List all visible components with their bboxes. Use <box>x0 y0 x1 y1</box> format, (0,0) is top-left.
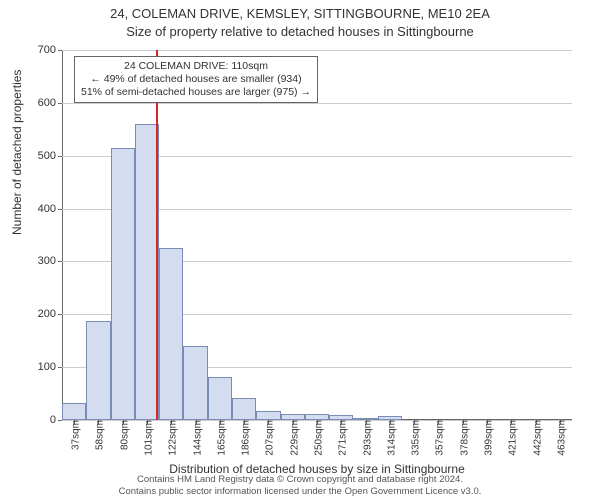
histogram-bar <box>256 411 280 421</box>
chart-subtitle: Size of property relative to detached ho… <box>0 22 600 40</box>
y-tick-label: 400 <box>38 203 56 215</box>
histogram-bar <box>111 148 135 420</box>
y-tick-mark <box>58 420 62 421</box>
y-tick-mark <box>58 209 62 210</box>
x-tick-label: 442sqm <box>528 420 543 456</box>
x-tick-label: 122sqm <box>164 420 179 456</box>
annotation-line3: 51% of semi-detached houses are larger (… <box>81 86 311 99</box>
y-tick-mark <box>58 261 62 262</box>
x-tick-label: 250sqm <box>310 420 325 456</box>
x-tick-label: 58sqm <box>91 420 106 450</box>
histogram-bar <box>183 346 207 420</box>
x-tick-label: 314sqm <box>382 420 397 456</box>
y-tick-label: 500 <box>38 150 56 162</box>
y-tick-mark <box>58 50 62 51</box>
reference-line <box>156 50 158 420</box>
y-axis-title: Number of detached properties <box>10 70 24 235</box>
chart-container: 24, COLEMAN DRIVE, KEMSLEY, SITTINGBOURN… <box>0 0 600 500</box>
x-tick-label: 421sqm <box>504 420 519 456</box>
x-tick-label: 101sqm <box>140 420 155 456</box>
histogram-bar <box>208 377 232 420</box>
x-tick-label: 271sqm <box>334 420 349 456</box>
y-axis-line <box>62 50 63 420</box>
footer: Contains HM Land Registry data © Crown c… <box>0 474 600 497</box>
plot-region: 010020030040050060070037sqm58sqm80sqm101… <box>62 50 572 420</box>
y-tick-label: 600 <box>38 97 56 109</box>
x-tick-label: 463sqm <box>552 420 567 456</box>
y-tick-label: 700 <box>38 44 56 56</box>
histogram-bar <box>86 321 110 420</box>
y-tick-mark <box>58 367 62 368</box>
x-tick-label: 207sqm <box>261 420 276 456</box>
x-tick-label: 80sqm <box>115 420 130 450</box>
x-tick-label: 165sqm <box>212 420 227 456</box>
plot-inner: 010020030040050060070037sqm58sqm80sqm101… <box>62 50 572 420</box>
x-tick-label: 357sqm <box>431 420 446 456</box>
footer-line2: Contains public sector information licen… <box>0 486 600 497</box>
chart-title: 24, COLEMAN DRIVE, KEMSLEY, SITTINGBOURN… <box>0 0 600 22</box>
histogram-bar <box>62 403 86 420</box>
footer-line1: Contains HM Land Registry data © Crown c… <box>0 474 600 485</box>
x-tick-label: 293sqm <box>358 420 373 456</box>
x-tick-label: 186sqm <box>237 420 252 456</box>
y-tick-label: 100 <box>38 361 56 373</box>
x-tick-label: 144sqm <box>188 420 203 456</box>
y-tick-mark <box>58 314 62 315</box>
y-tick-label: 300 <box>38 255 56 267</box>
histogram-bar <box>232 398 256 420</box>
y-tick-mark <box>58 156 62 157</box>
x-tick-label: 229sqm <box>285 420 300 456</box>
x-tick-label: 37sqm <box>67 420 82 450</box>
annotation-line2: ← 49% of detached houses are smaller (93… <box>81 73 311 86</box>
x-tick-label: 378sqm <box>455 420 470 456</box>
histogram-bar <box>159 248 183 420</box>
y-tick-mark <box>58 103 62 104</box>
annotation-line1: 24 COLEMAN DRIVE: 110sqm <box>81 60 311 73</box>
y-tick-label: 200 <box>38 308 56 320</box>
annotation-box: 24 COLEMAN DRIVE: 110sqm ← 49% of detach… <box>74 56 318 103</box>
x-tick-label: 335sqm <box>407 420 422 456</box>
grid-line <box>62 50 572 51</box>
x-tick-label: 399sqm <box>480 420 495 456</box>
y-tick-label: 0 <box>50 414 56 426</box>
